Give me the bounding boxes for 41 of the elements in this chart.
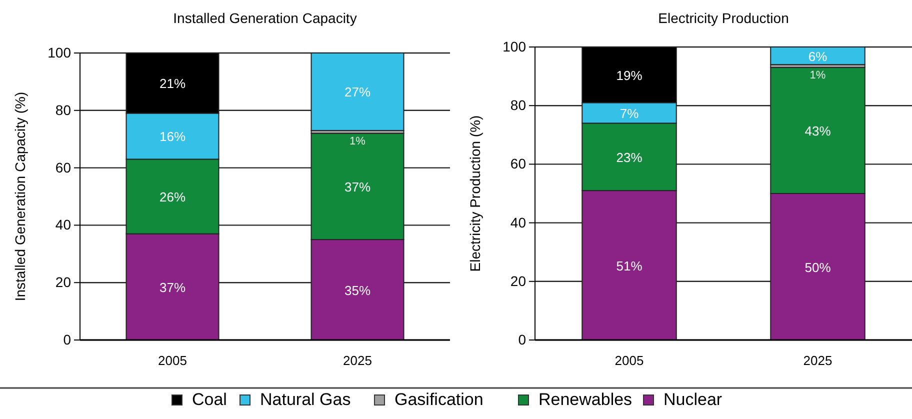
y-tick-label: 0 [63, 331, 72, 348]
y-tick-label: 100 [502, 38, 526, 54]
legend-label: Gasification [394, 390, 484, 409]
data-label: 7% [620, 106, 640, 121]
y-tick-label: 20 [55, 274, 72, 290]
data-label: 37% [159, 280, 186, 295]
data-label: 51% [616, 258, 643, 274]
legend-label: Coal [192, 390, 227, 409]
data-label: 35% [344, 282, 371, 298]
x-tick-label: 2005 [158, 353, 187, 368]
data-label: 19% [616, 68, 643, 83]
y-tick-label: 80 [55, 102, 72, 118]
data-label: 37% [344, 179, 371, 194]
y-tick-label: 20 [510, 272, 526, 289]
data-label: 43% [804, 124, 832, 139]
legend-label: Natural Gas [260, 390, 351, 409]
data-label: 1% [810, 70, 826, 82]
y-tick-label: 80 [510, 97, 526, 114]
data-label: 50% [804, 260, 832, 275]
x-tick-label: 2005 [614, 353, 644, 368]
data-label: 23% [616, 150, 643, 165]
y-tick-label: 40 [510, 214, 526, 230]
x-tick-label: 2025 [343, 353, 372, 368]
y-tick-label: 60 [55, 159, 72, 176]
data-label: 16% [159, 129, 186, 144]
chart-title: Installed Generation Capacity [173, 10, 357, 26]
y-tick-label: 100 [48, 44, 72, 60]
x-tick-label: 2025 [803, 353, 832, 368]
legend-label: Renewables [538, 390, 632, 409]
y-axis-title: Electricity Production (%) [467, 115, 483, 272]
data-label: 26% [159, 190, 186, 204]
data-label: 21% [159, 76, 186, 92]
data-label: 6% [808, 48, 828, 64]
data-label: 27% [344, 84, 371, 100]
chart-title: Electricity Production [658, 10, 789, 26]
data-label: 1% [350, 135, 366, 148]
y-tick-label: 0 [518, 331, 526, 348]
y-tick-label: 60 [510, 156, 526, 172]
y-axis-title: Installed Generation Capacity (%) [12, 92, 28, 302]
y-tick-label: 40 [55, 216, 72, 233]
legend-label: Nuclear [664, 390, 722, 409]
